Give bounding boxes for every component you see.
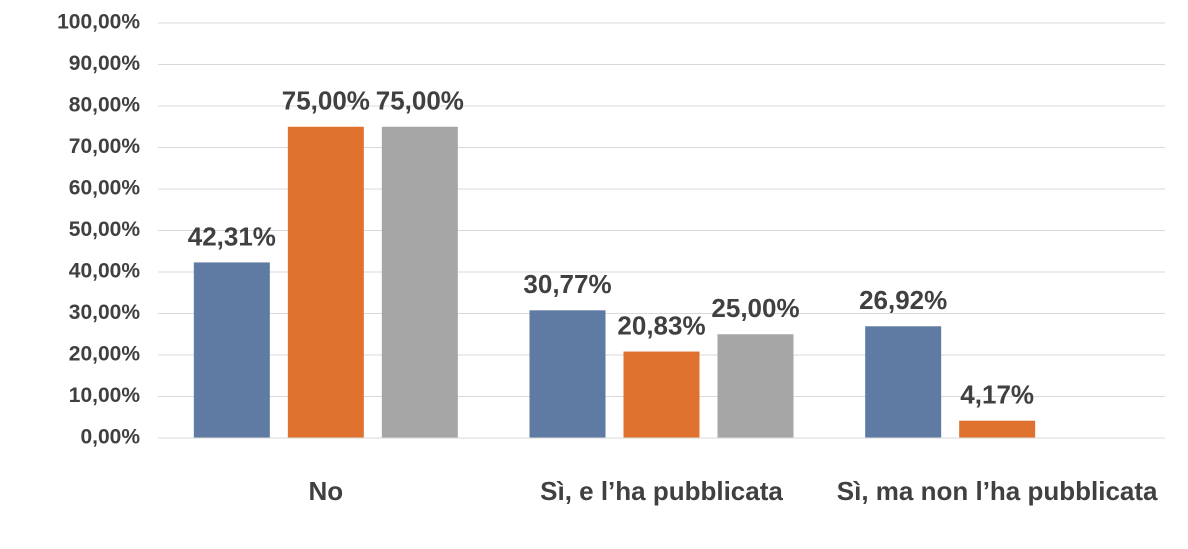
data-label: 4,17% [960,380,1034,410]
x-tick-label: Sì, ma non l’ha pubblicata [836,476,1158,506]
bar [381,126,458,438]
data-label: 42,31% [188,221,276,251]
y-tick-label: 10,00% [69,384,141,407]
y-tick-label: 20,00% [69,343,141,366]
bar [959,420,1036,438]
data-label: 26,92% [859,285,947,315]
data-label: 75,00% [376,86,464,116]
data-label: 20,83% [617,310,705,340]
y-tick-label: 70,00% [69,135,141,158]
y-tick-label: 80,00% [69,94,141,117]
bar [287,126,364,438]
bar [623,351,700,438]
y-tick-label: 0,00% [80,426,140,449]
x-tick-label: Sì, e l’ha pubblicata [540,476,783,506]
y-tick-label: 30,00% [69,301,141,324]
y-tick-label: 60,00% [69,177,141,200]
bar [193,262,270,438]
x-tick-label: No [308,476,344,506]
y-tick-label: 50,00% [69,218,141,241]
bar [717,334,794,438]
bar [529,310,606,438]
y-tick-label: 40,00% [69,260,141,283]
data-label: 30,77% [523,269,611,299]
y-tick-label: 100,00% [57,11,140,34]
data-label: 25,00% [711,293,799,323]
bar [865,326,942,438]
data-label: 75,00% [282,86,370,116]
y-tick-label: 90,00% [69,52,141,75]
